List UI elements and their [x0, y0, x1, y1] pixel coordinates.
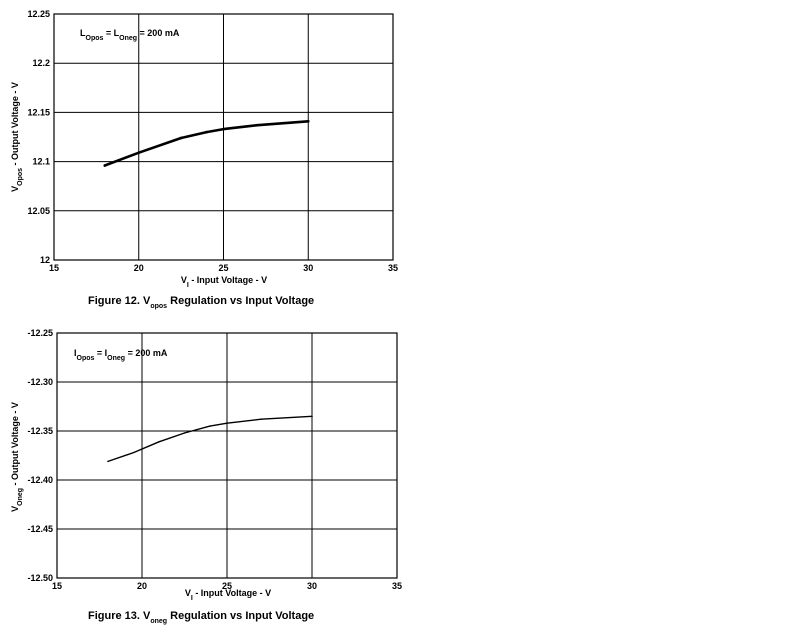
x-tick-label: 30	[303, 263, 313, 273]
x-axis-label-subscript: I	[191, 595, 193, 602]
y-axis-label-part: V	[10, 506, 20, 512]
x-tick-label: 15	[49, 263, 59, 273]
figure-caption: Figure 12. Vopos Regulation vs Input Vol…	[88, 295, 314, 310]
x-axis-label-part: - Input Voltage - V	[189, 275, 267, 285]
x-tick-label: 25	[222, 581, 232, 591]
plot-frame	[56, 332, 398, 579]
x-tick-label: 35	[388, 263, 398, 273]
data-point	[260, 418, 262, 420]
chart-annotation: IOpos = IOneg = 200 mA	[74, 348, 168, 362]
x-axis-label-part: - Input Voltage - V	[193, 588, 271, 598]
y-tick-label: -12.30	[27, 377, 53, 387]
x-axis-label-part: V	[185, 588, 191, 598]
data-point	[306, 119, 310, 123]
data-point	[183, 432, 186, 434]
x-axis-label-subscript: I	[187, 282, 189, 289]
annotation-part: I	[74, 348, 77, 358]
annotation-subscript: Oneg	[107, 355, 125, 362]
chart-2: 15 20 25 30 35 -12.50 -12.45 -12.40 -12.35 -12.30…	[10, 328, 402, 625]
caption-part: Figure 12. V	[88, 295, 151, 307]
y-axis-label-part: - Output Voltage - V	[10, 402, 20, 488]
y-axis-label-part: V	[10, 186, 20, 192]
y-axis-label-subscript: Oneg	[17, 488, 24, 506]
y-tick-label: -12.35	[27, 426, 53, 436]
caption-part: Regulation vs Input Voltage	[167, 295, 314, 307]
annotation-part: L	[80, 28, 86, 38]
y-tick-label: -12.40	[27, 475, 53, 485]
annotation-subscript: Opos	[86, 35, 104, 42]
figure-caption: Figure 13. Voneg Regulation vs Input Vol…	[88, 610, 314, 625]
y-tick-label: 12.1	[32, 157, 50, 167]
data-point	[226, 422, 228, 424]
y-tick-label: 12	[40, 255, 50, 265]
y-tick-label: 12.2	[32, 58, 50, 68]
data-point	[158, 441, 160, 443]
annotation-part: = L	[103, 28, 119, 38]
x-tick-label: 20	[137, 581, 147, 591]
data-point	[132, 451, 135, 454]
y-tick-label: 12.25	[27, 9, 50, 19]
caption-subscript: opos	[150, 303, 167, 310]
y-tick-label: -12.25	[27, 328, 53, 338]
data-point	[311, 415, 313, 417]
annotation-subscript: Opos	[77, 355, 95, 362]
data-point	[222, 127, 225, 131]
y-axis-label: VOpos - Output Voltage - V	[10, 82, 24, 192]
y-tick-label: -12.45	[27, 524, 53, 534]
data-series-line	[107, 415, 313, 463]
data-point	[137, 151, 141, 155]
plot-frame	[53, 13, 394, 261]
annotation-part: = 200 mA	[125, 348, 168, 358]
annotation-subscript: Oneg	[119, 35, 137, 42]
data-point	[103, 164, 107, 167]
x-tick-label: 35	[392, 581, 402, 591]
data-series-line	[103, 120, 310, 167]
x-tick-label: 20	[134, 263, 144, 273]
data-point	[107, 460, 109, 463]
data-point	[205, 130, 208, 134]
x-tick-label: 25	[218, 263, 228, 273]
x-axis-label-part: V	[181, 275, 187, 285]
y-tick-label: 12.15	[27, 107, 50, 117]
x-axis-label: VI - Input Voltage - V	[181, 275, 267, 289]
x-tick-label: 30	[307, 581, 317, 591]
y-tick-label: -12.50	[27, 573, 53, 583]
annotation-part: = I	[94, 348, 107, 358]
x-tick-label: 15	[52, 581, 62, 591]
chart-1: 15 20 25 30 351212.0512.112.1512.212.25LOpos…	[10, 9, 398, 310]
data-point	[209, 425, 211, 427]
y-axis-label: VOneg - Output Voltage - V	[10, 402, 24, 512]
caption-part: Figure 13. V	[88, 610, 151, 622]
y-tick-label: 12.05	[27, 206, 50, 216]
annotation-part: = 200 mA	[137, 28, 180, 38]
y-axis-label-subscript: Opos	[17, 168, 24, 186]
chart-annotation: LOpos = LOneg = 200 mA	[80, 28, 180, 42]
data-point	[256, 123, 259, 127]
x-axis-label: VI - Input Voltage - V	[185, 588, 271, 602]
data-point	[179, 136, 183, 140]
caption-part: Regulation vs Input Voltage	[167, 610, 314, 622]
y-axis-label-part: - Output Voltage - V	[10, 82, 20, 168]
caption-subscript: oneg	[150, 618, 167, 625]
